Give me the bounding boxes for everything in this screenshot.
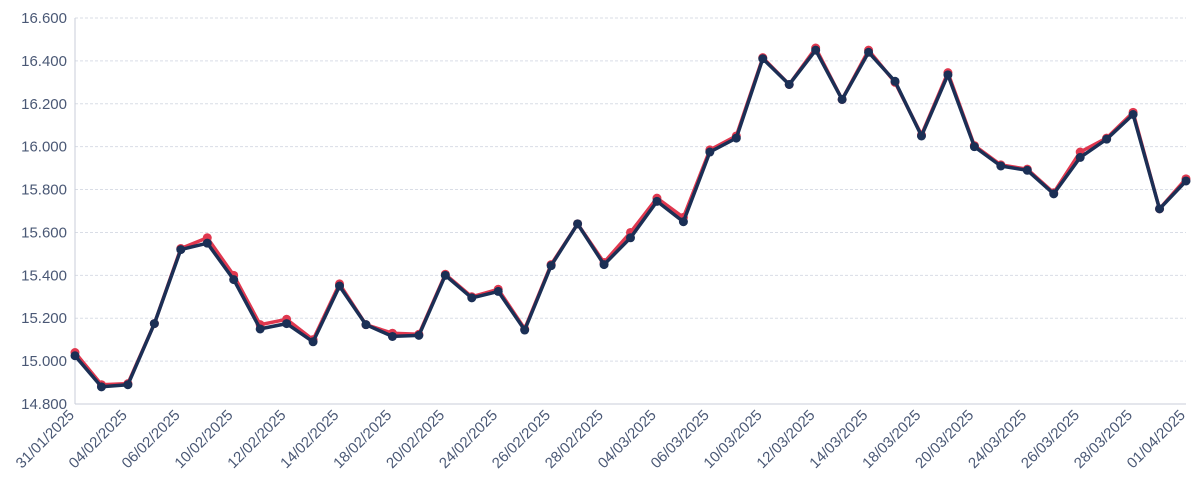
series-1 bbox=[70, 43, 1191, 390]
data-point bbox=[1155, 204, 1165, 214]
series-group bbox=[70, 43, 1191, 392]
y-tick-label: 14.800 bbox=[21, 396, 67, 413]
data-point bbox=[890, 76, 900, 86]
series-line bbox=[73, 46, 1188, 387]
data-point bbox=[361, 320, 371, 330]
series-line bbox=[73, 48, 1188, 389]
data-point bbox=[652, 196, 662, 206]
data-point bbox=[1181, 176, 1191, 186]
data-point bbox=[573, 219, 583, 229]
y-tick-label: 15.200 bbox=[21, 310, 67, 327]
data-point bbox=[229, 275, 239, 285]
data-point bbox=[414, 330, 424, 340]
y-tick-label: 16.000 bbox=[21, 139, 67, 156]
data-point bbox=[811, 45, 821, 55]
data-point bbox=[96, 382, 106, 392]
y-tick-label: 15.600 bbox=[21, 224, 67, 241]
y-axis: 14.800 15.000 15.200 15.400 15.600 15.800 16.0… bbox=[21, 10, 67, 413]
data-point bbox=[705, 147, 715, 157]
data-point bbox=[916, 131, 926, 141]
data-point bbox=[1075, 152, 1085, 162]
data-point bbox=[626, 233, 635, 243]
y-tick-label: 16.400 bbox=[21, 53, 67, 70]
data-point bbox=[467, 293, 477, 303]
data-point bbox=[969, 142, 979, 152]
y-tick-label: 15.000 bbox=[21, 353, 67, 370]
y-tick-label: 15.800 bbox=[21, 182, 67, 199]
data-point bbox=[1102, 134, 1112, 144]
data-point bbox=[282, 319, 292, 329]
data-point bbox=[678, 217, 688, 227]
data-point bbox=[1049, 189, 1059, 199]
data-point bbox=[1128, 110, 1138, 119]
data-point bbox=[335, 281, 345, 291]
y-tick-label: 16.600 bbox=[21, 10, 67, 27]
data-point bbox=[837, 94, 847, 104]
data-point bbox=[784, 79, 794, 89]
data-point bbox=[202, 238, 212, 248]
grid bbox=[74, 17, 1186, 405]
data-point bbox=[599, 260, 609, 270]
data-point bbox=[731, 133, 741, 143]
data-point bbox=[1022, 165, 1032, 175]
data-point bbox=[493, 286, 503, 296]
data-point bbox=[70, 351, 80, 361]
data-point bbox=[149, 319, 159, 329]
data-point bbox=[546, 261, 556, 271]
x-axis: 31/01/202504/02/202506/02/202510/02/2025… bbox=[13, 407, 1189, 472]
y-tick-label: 15.400 bbox=[21, 267, 67, 284]
data-point bbox=[387, 331, 397, 341]
data-point bbox=[520, 325, 530, 335]
data-point bbox=[864, 47, 874, 57]
data-point bbox=[308, 337, 318, 347]
y-tick-label: 16.200 bbox=[21, 96, 67, 113]
data-point bbox=[758, 54, 768, 64]
data-point bbox=[440, 270, 450, 280]
data-point bbox=[943, 70, 953, 80]
data-point bbox=[996, 161, 1006, 171]
series-2 bbox=[70, 45, 1191, 392]
data-point bbox=[123, 380, 133, 390]
data-point bbox=[176, 245, 186, 255]
data-point bbox=[255, 324, 265, 334]
